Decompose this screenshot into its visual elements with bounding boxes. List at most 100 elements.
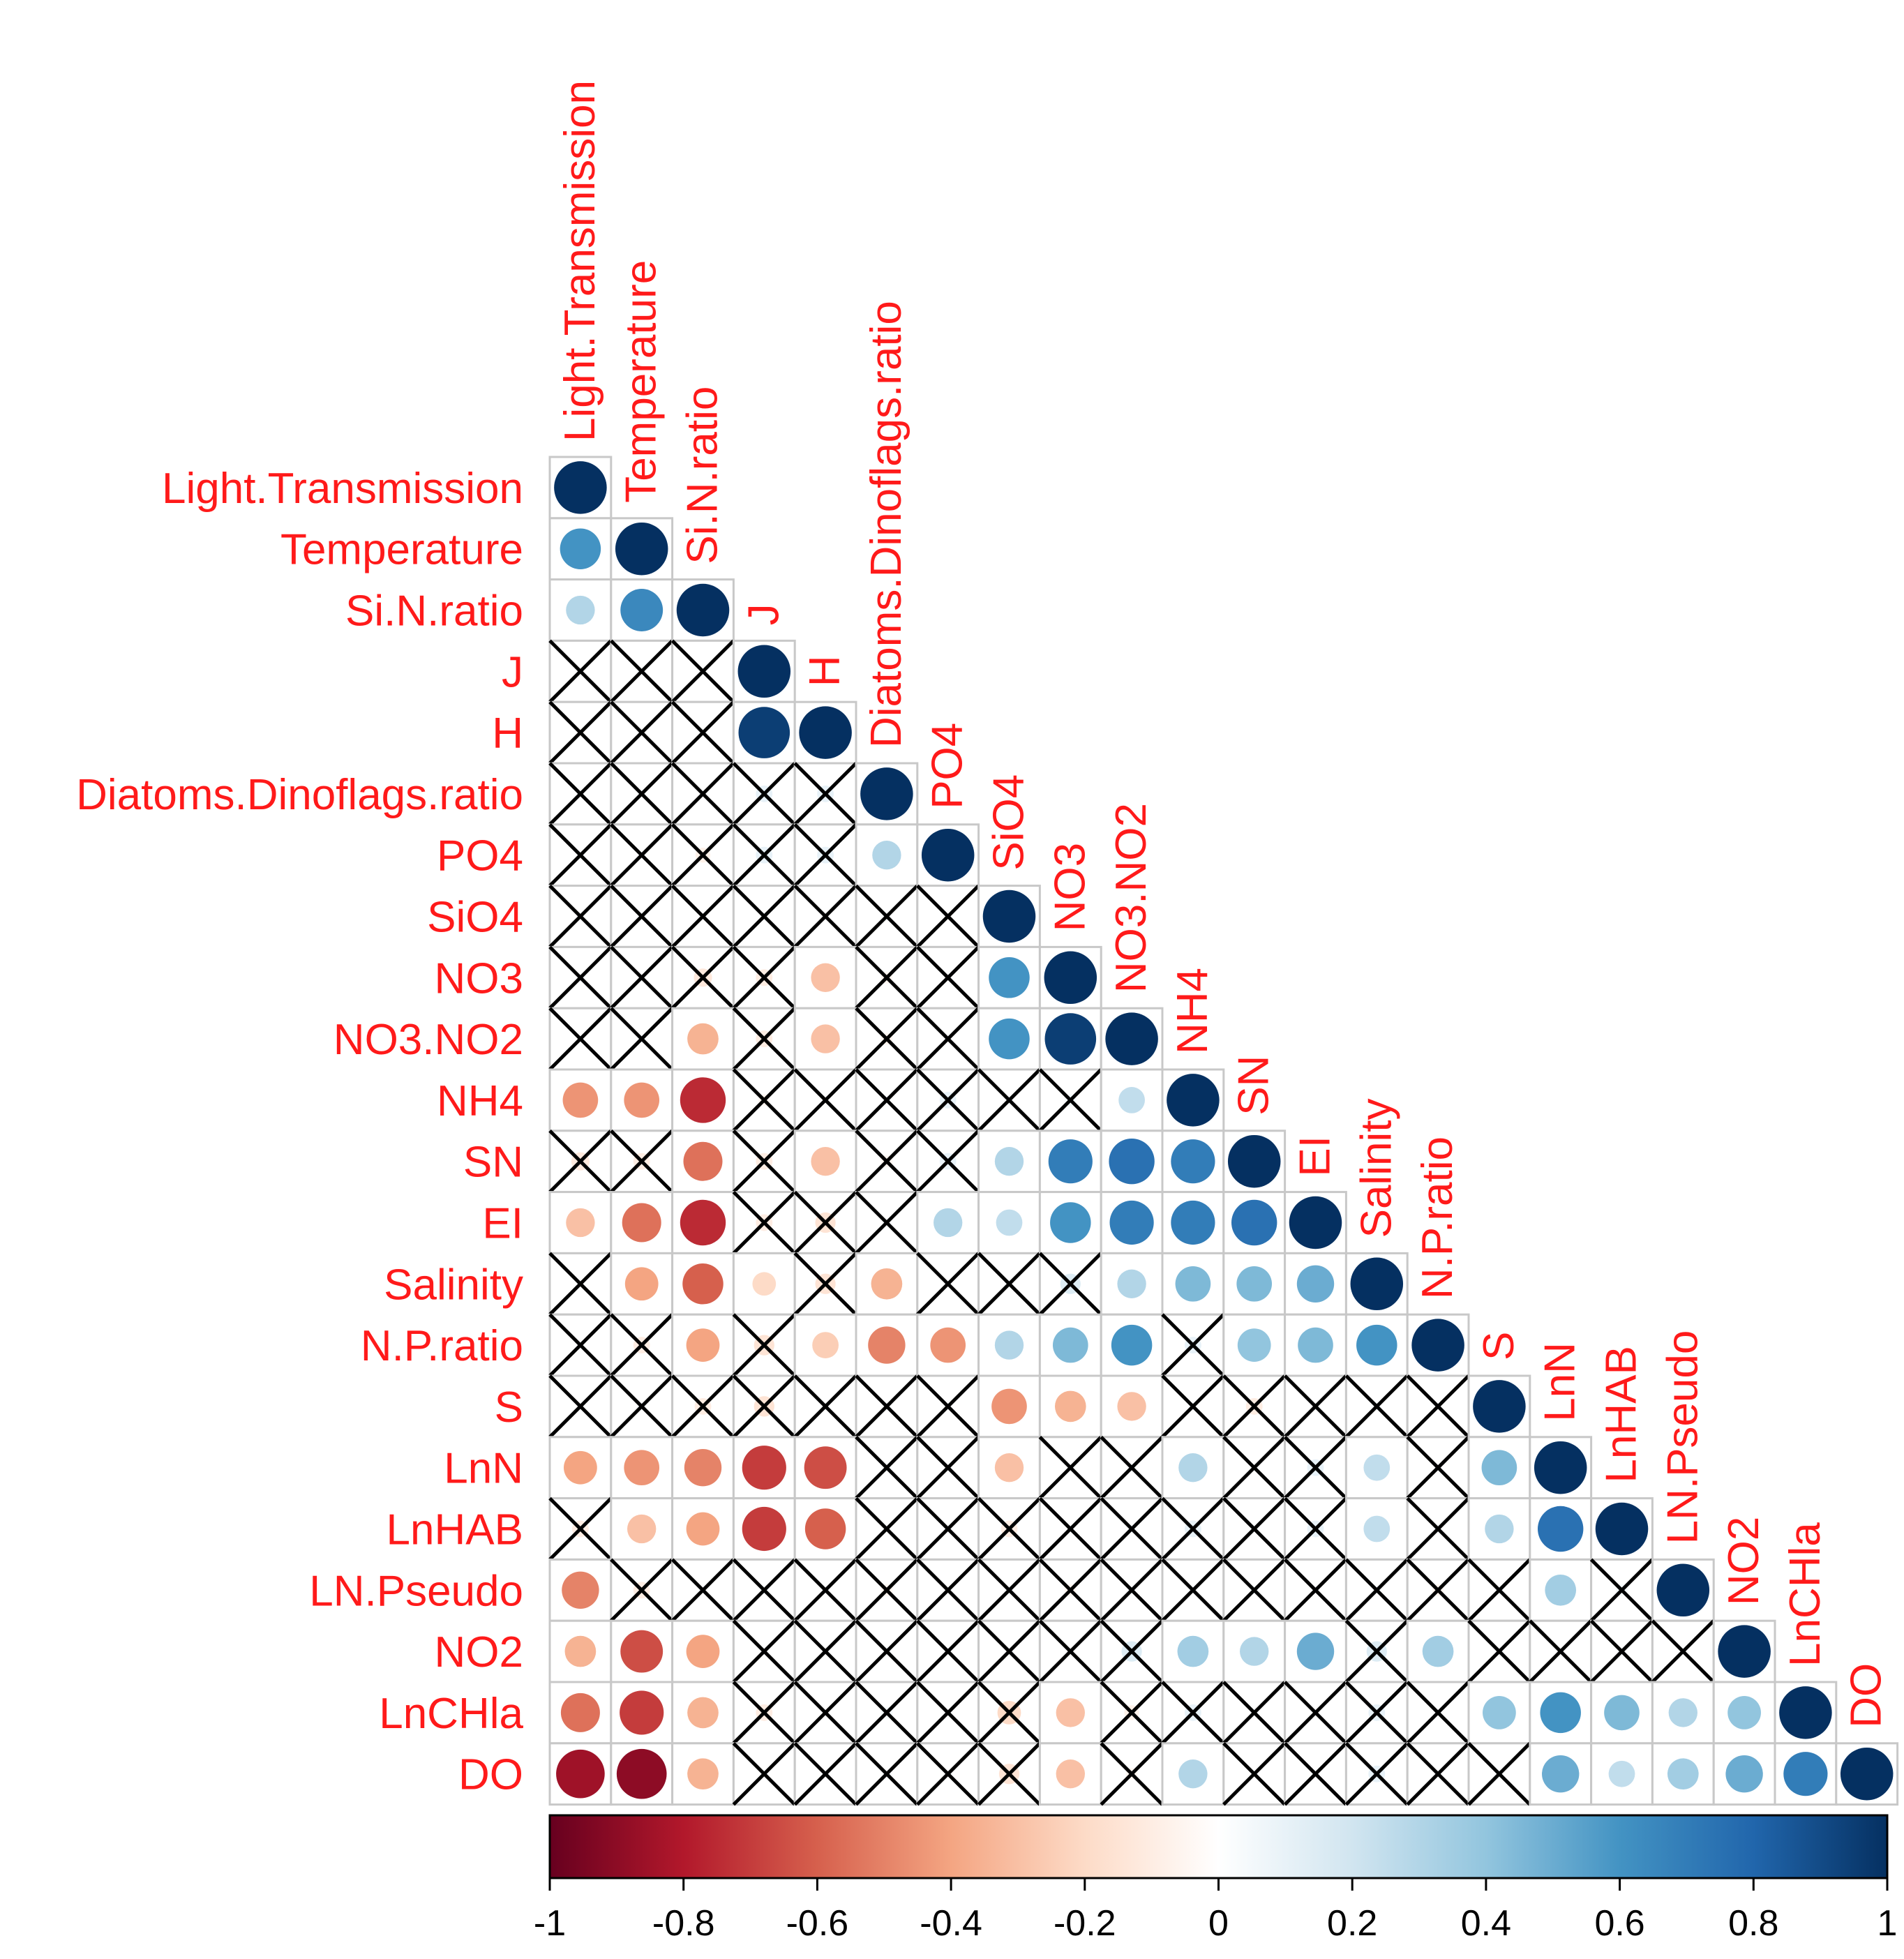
insignificant-cross [1283,1436,1348,1500]
column-label-Si.N.ratio: Si.N.ratio [679,386,727,564]
corr-cell-PO4-H [793,823,857,887]
insignificant-cross [916,1742,980,1806]
insignificant-cross [855,1496,919,1561]
corr-cell-DO-DO [1835,1742,1899,1806]
colorbar: -1 -0.8 -0.6 -0.4 -0.2 0 0.2 0.4 0.6 0.8 1 [534,1814,1897,1944]
corr-cell-LnHAB-Light.Transmission [548,1496,613,1561]
insignificant-cross [855,1068,919,1132]
corr-circle [1178,1759,1208,1789]
corr-cell-DO-PO4 [916,1742,980,1806]
corr-cell-H-J [732,700,796,765]
insignificant-cross [548,1313,613,1377]
corr-cell-LN.Pseudo-EI [1283,1558,1348,1622]
corr-cell-EI-Si.N.ratio [671,1191,735,1254]
corr-cell-NO3-H [793,945,857,1009]
insignificant-cross [916,1619,980,1683]
row-label-Diatoms.Dinoflags.ratio: Diatoms.Dinoflags.ratio [76,771,523,819]
corr-cell-Salinity-SiO4 [977,1252,1042,1316]
corr-cell-Salinity-NO3 [1038,1252,1102,1316]
corr-cell-LnHAB-Si.N.ratio [671,1497,735,1561]
corr-circle [560,528,601,569]
insignificant-cross [977,1742,1042,1806]
corr-cell-LnN-PO4 [916,1436,980,1500]
corr-cell-NO3.NO2-Temperature [610,1007,674,1071]
insignificant-cross [548,1496,613,1561]
row-label-N.P.ratio: N.P.ratio [361,1322,523,1370]
corr-circle [564,1635,597,1667]
insignificant-cross [977,1558,1042,1622]
corr-cell-LnHAB-J [732,1497,796,1561]
corr-cell-NO2-S [1467,1619,1531,1683]
corr-cell-Si.N.ratio-Si.N.ratio [671,578,735,642]
corr-cell-LN.Pseudo-Light.Transmission [548,1558,613,1622]
corr-cell-N.P.ratio-Si.N.ratio [671,1313,735,1377]
corr-cell-NO3-Si.N.ratio [670,945,735,1009]
corr-cell-S-Si.N.ratio [670,1374,735,1439]
corr-circle [1054,1390,1086,1423]
insignificant-cross [977,1496,1042,1561]
corr-cell-DO-NO3.NO2 [1100,1742,1164,1806]
insignificant-cross [916,1558,980,1622]
insignificant-cross [793,1742,857,1806]
insignificant-cross [855,1681,919,1745]
insignificant-cross [855,1558,919,1622]
corr-cell-Salinity-H [793,1252,857,1316]
corr-cell-PO4-PO4 [916,823,980,887]
corr-cell-LnCHla-Si.N.ratio [671,1681,735,1745]
insignificant-cross [732,1313,796,1377]
insignificant-cross [670,700,735,765]
corr-circle [683,1141,723,1181]
corr-cell-Diatoms.Dinoflags.ratio-Light.Transmission [548,762,613,826]
insignificant-cross [732,762,796,826]
corr-circle [982,890,1036,943]
corr-circle [1231,1199,1277,1246]
insignificant-cross [1467,1558,1531,1622]
corr-circle [1604,1695,1640,1731]
corr-cell-LnN-Diatoms.Dinoflags.ratio [855,1436,919,1500]
column-label-NO3: NO3 [1046,843,1094,931]
corr-cell-LN.Pseudo-N.P.ratio [1406,1558,1470,1622]
corr-circle [1044,951,1097,1005]
insignificant-cross [610,1558,674,1622]
row-label-EI: EI [482,1200,523,1248]
insignificant-cross [916,884,980,949]
corr-circle [1052,1327,1088,1363]
corr-cell-EI-PO4 [916,1191,980,1254]
corr-circle [615,522,668,576]
corr-circle [1105,1012,1158,1065]
corr-cell-SN-J [732,1129,796,1194]
insignificant-cross [1283,1742,1348,1806]
insignificant-cross [1651,1619,1715,1683]
corr-circle [620,1630,664,1673]
corr-circle [1227,1134,1281,1188]
corr-circle [1171,1200,1215,1245]
corr-cell-EI-Temperature [610,1191,674,1254]
corr-cell-NH4-NO3.NO2 [1100,1068,1164,1132]
corr-cell-NO2-LN.Pseudo [1651,1619,1715,1683]
column-label-LN.Pseudo: LN.Pseudo [1658,1330,1707,1545]
corr-cell-LnHAB-LnN [1529,1497,1593,1561]
insignificant-cross [1222,1558,1287,1622]
corr-circle [994,1330,1024,1360]
corr-cell-LnN-N.P.ratio [1406,1436,1470,1500]
corr-circle [1656,1563,1710,1617]
corr-cell-DO-Salinity [1344,1742,1409,1806]
corr-circle [1109,1139,1155,1185]
corr-cell-NO2-NH4 [1161,1619,1225,1683]
insignificant-cross [855,1742,919,1806]
corr-cell-H-H [793,700,857,765]
column-label-PO4: PO4 [924,723,972,809]
corr-cell-N.P.ratio-NO3 [1038,1313,1102,1377]
corr-circle [1473,1380,1526,1433]
corr-cell-Diatoms.Dinoflags.ratio-J [732,762,796,826]
insignificant-cross [732,823,796,887]
insignificant-cross [793,1252,857,1316]
colorbar-tick-label: -0.2 [1054,1903,1116,1944]
insignificant-cross [548,1374,613,1439]
corr-cell-S-EI [1283,1374,1348,1439]
row-label-Si.N.ratio: Si.N.ratio [345,587,523,636]
column-label-N.P.ratio: N.P.ratio [1414,1136,1462,1299]
corr-circle [1296,1632,1335,1670]
insignificant-cross [732,1742,796,1806]
corr-circle [1718,1625,1771,1678]
